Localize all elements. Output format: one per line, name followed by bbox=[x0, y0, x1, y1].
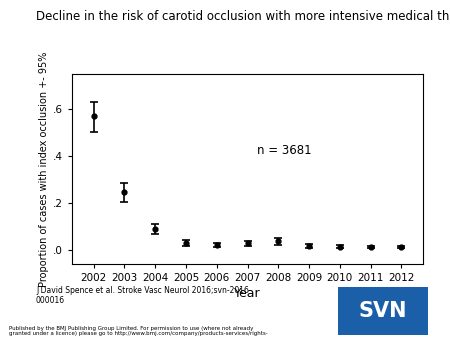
Text: J David Spence et al. Stroke Vasc Neurol 2016;svn-2016-
000016: J David Spence et al. Stroke Vasc Neurol… bbox=[36, 286, 252, 305]
X-axis label: Year: Year bbox=[234, 287, 261, 300]
Text: Published by the BMJ Publishing Group Limited. For permission to use (where not : Published by the BMJ Publishing Group Li… bbox=[9, 325, 268, 336]
Text: SVN: SVN bbox=[358, 301, 407, 321]
Y-axis label: Proportion of cases with index occlusion +- 95%: Proportion of cases with index occlusion… bbox=[39, 51, 49, 287]
Text: n = 3681: n = 3681 bbox=[257, 144, 311, 157]
Text: Decline in the risk of carotid occlusion with more intensive medical therapy.: Decline in the risk of carotid occlusion… bbox=[36, 10, 450, 23]
